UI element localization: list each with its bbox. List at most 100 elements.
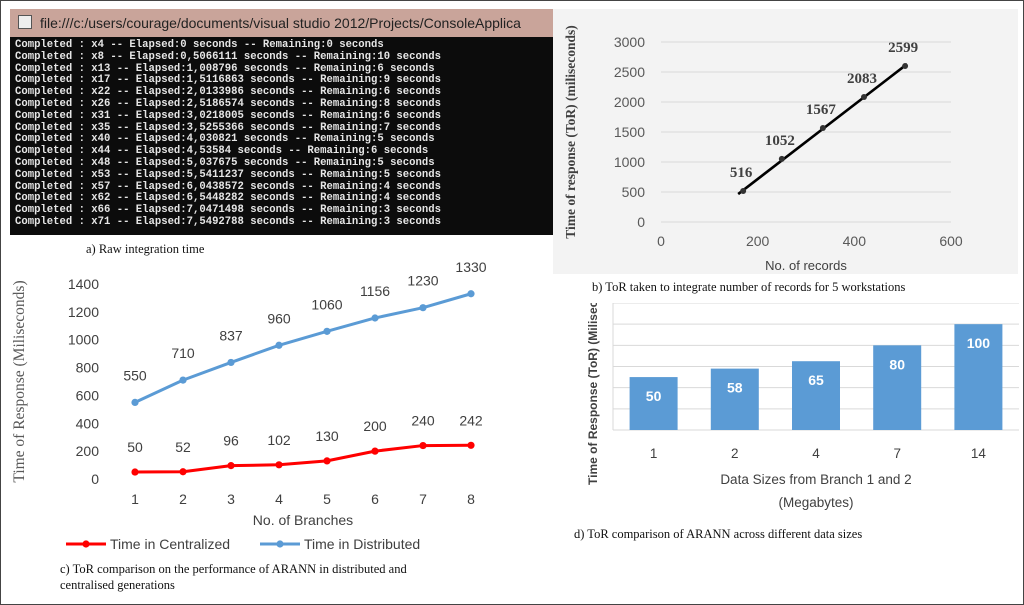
x-axis-label-line1: Data Sizes from Branch 1 and 2 (720, 472, 911, 487)
console-line: Completed : x57 -- Elapsed:6,0438572 sec… (15, 180, 441, 193)
y-tick-label: 3000 (614, 34, 645, 50)
data-point (131, 468, 139, 476)
x-axis-label: No. of records (765, 258, 847, 273)
x-tick-label: 7 (893, 446, 901, 461)
y-tick-label: 600 (76, 387, 100, 403)
y-tick-label: 1000 (614, 154, 645, 170)
data-label: 1052 (765, 133, 795, 149)
data-label: 50 (127, 439, 143, 455)
console-line: Completed : x48 -- Elapsed:5,037675 seco… (15, 156, 435, 169)
x-axis-label-line2: (Megabytes) (778, 495, 853, 510)
y-tick-label: 1000 (68, 332, 99, 348)
console-line: Completed : x35 -- Elapsed:3,5255366 sec… (15, 121, 441, 134)
data-label: 200 (363, 418, 387, 434)
bar (792, 361, 840, 430)
x-tick-label: 1 (131, 491, 139, 507)
data-point (467, 441, 475, 449)
data-point (275, 461, 283, 469)
x-tick-label: 4 (812, 446, 820, 461)
data-label: 102 (267, 432, 291, 448)
console-line: Completed : x26 -- Elapsed:2,5186574 sec… (15, 97, 441, 110)
x-tick-label: 400 (843, 233, 867, 249)
y-tick-label: 2000 (614, 94, 645, 110)
data-label: 710 (171, 345, 195, 361)
y-tick-label: 1500 (614, 124, 645, 140)
chart-c: 0 200 400 600 800 1000 1200 1400 1 2 3 4 5 6 7 8 No. of … (11, 262, 487, 552)
bar-value-label: 58 (727, 380, 743, 396)
console-title: file:///c:/users/courage/documents/visua… (40, 15, 521, 31)
series-line (134, 443, 472, 474)
caption-a: a) Raw integration time (86, 242, 205, 256)
data-label: 130 (315, 428, 339, 444)
data-point (179, 376, 187, 384)
data-point (419, 441, 427, 450)
data-point (740, 188, 747, 195)
data-label: 1230 (407, 273, 438, 289)
x-tick-label: 3 (227, 491, 235, 507)
data-label: 837 (219, 327, 243, 343)
chart-d: 50 1 58 2 65 4 80 7 100 14 Data Sizes from Branch … (586, 303, 1019, 510)
data-point (861, 94, 867, 101)
console-line: Completed : x22 -- Elapsed:2,0133986 sec… (15, 86, 441, 99)
bar-value-label: 50 (646, 388, 662, 404)
y-tick-label: 1400 (68, 276, 99, 292)
data-label: 96 (223, 433, 239, 449)
console-line: Completed : x53 -- Elapsed:5,5411237 sec… (15, 168, 441, 181)
y-axis-label: Time of Response (ToR) (Miliseconds) (586, 303, 600, 485)
x-tick-label: 2 (179, 491, 187, 507)
data-label: 2599 (888, 40, 918, 56)
y-tick-label: 0 (91, 471, 99, 487)
y-tick-label: 800 (76, 360, 100, 376)
console-line: Completed : x8 -- Elapsed:0,5066111 seco… (15, 50, 441, 63)
data-point (902, 63, 909, 70)
data-label: 52 (175, 439, 191, 455)
x-tick-label: 0 (657, 233, 665, 249)
data-point (371, 447, 379, 455)
console-line: Completed : x44 -- Elapsed:4,53584 secon… (15, 145, 429, 158)
console-line: Completed : x66 -- Elapsed:7,0471498 sec… (15, 204, 441, 217)
bar (629, 377, 678, 430)
data-label: 960 (267, 310, 291, 326)
data-label: 242 (459, 412, 483, 428)
data-label: 1567 (806, 102, 837, 118)
x-axis-label: No. of Branches (253, 512, 353, 528)
bar-value-label: 65 (808, 372, 824, 388)
caption-c-line2: centralised generations (60, 578, 175, 592)
legend-label: Time in Distributed (304, 536, 420, 552)
chart-b-background (553, 9, 1018, 274)
bar (710, 368, 759, 430)
data-label: 2083 (847, 71, 877, 87)
x-tick-label: 7 (419, 491, 427, 507)
x-tick-label: 1 (650, 446, 658, 461)
data-label: 240 (411, 413, 435, 429)
data-point (371, 314, 379, 322)
data-label: 1060 (311, 296, 342, 312)
chart-b: 0 500 1000 1500 2000 2500 3000 0 200 400 600 No. of… (563, 25, 963, 273)
bar-value-label: 100 (967, 335, 991, 351)
console-line: Completed : x62 -- Elapsed:6,5448282 sec… (15, 192, 441, 205)
data-label: 550 (123, 367, 147, 383)
data-point (227, 462, 235, 470)
bar (873, 345, 922, 430)
console-app-icon (18, 15, 32, 29)
y-tick-label: 0 (637, 214, 645, 230)
legend-swatch-marker (276, 540, 284, 548)
y-axis-label: Time of response (ToR) (miliseconds) (563, 25, 578, 239)
series-line (134, 292, 472, 404)
data-point (131, 398, 139, 406)
legend-swatch-marker (82, 540, 90, 548)
data-point (467, 290, 475, 298)
data-point (323, 457, 331, 465)
console-line: Completed : x17 -- Elapsed:1,5116863 sec… (15, 74, 441, 87)
x-tick-label: 8 (467, 491, 475, 507)
data-point (419, 304, 427, 312)
data-label: 1330 (455, 262, 486, 275)
y-tick-label: 2500 (614, 64, 645, 80)
y-tick-label: 200 (76, 443, 100, 459)
y-tick-label: 500 (622, 184, 646, 200)
bar-value-label: 80 (889, 356, 905, 372)
data-label: 516 (730, 165, 753, 181)
console-output: Completed : x4 -- Elapsed:0 seconds -- R… (15, 39, 441, 229)
data-point (179, 468, 187, 476)
console-line: Completed : x71 -- Elapsed:7,5492788 sec… (15, 215, 441, 228)
